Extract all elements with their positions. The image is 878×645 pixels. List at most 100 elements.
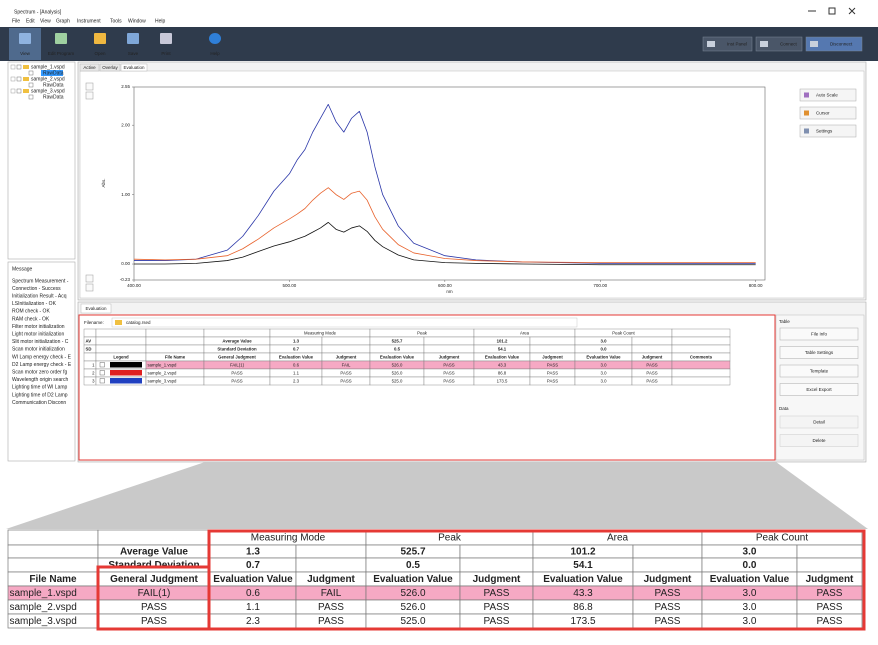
menu-item[interactable]: Help [155, 18, 166, 24]
menu-item[interactable]: Instrument [77, 18, 101, 24]
toolbar-label[interactable]: Open [94, 51, 106, 56]
tree-item[interactable]: sample_3.vspd [31, 88, 65, 94]
graph-button[interactable] [799, 106, 857, 120]
message-title: Message [12, 266, 33, 272]
toolbar-label[interactable]: Save [128, 51, 139, 56]
graph-button-label[interactable]: Auto Scale [816, 93, 838, 98]
graph-button-icon [804, 128, 809, 134]
y-tick-label: 0.00 [121, 261, 130, 266]
tree-checkbox[interactable] [28, 70, 34, 76]
menu-item[interactable]: Tools [110, 18, 122, 24]
menu-item[interactable]: Graph [56, 18, 70, 24]
cell-value: 3.0 [743, 602, 757, 613]
toolbar-icon[interactable] [760, 41, 768, 47]
side-button[interactable] [779, 434, 859, 447]
toolbar-icon[interactable] [810, 41, 818, 47]
message-line: D2 Lamp energy check - E [12, 362, 72, 368]
tree-checkbox[interactable] [28, 82, 34, 88]
side-button[interactable] [779, 346, 859, 359]
tab-label[interactable]: Evaluation [123, 65, 145, 70]
graph-button[interactable] [799, 124, 857, 138]
maximize[interactable] [828, 7, 836, 15]
table-cell [321, 336, 371, 346]
tree-item[interactable]: RawData [43, 82, 64, 88]
side-button-label[interactable]: Delete [812, 438, 826, 443]
toolbar-icon[interactable] [707, 41, 715, 47]
tab[interactable] [79, 63, 100, 72]
zoom-button[interactable] [85, 283, 94, 292]
tree-item[interactable]: sample_1.vspd [31, 64, 65, 70]
graph-button[interactable] [799, 88, 857, 102]
tree-item[interactable]: sample_2.vspd [31, 76, 65, 82]
side-button-label[interactable]: Excel Export [806, 387, 832, 392]
cell-value: FAIL [342, 362, 351, 367]
tab-label[interactable]: Evaluation [85, 306, 107, 311]
side-button[interactable] [779, 415, 859, 429]
row-checkbox[interactable] [99, 362, 105, 368]
row-checkbox[interactable] [99, 378, 105, 384]
table-cell [97, 529, 211, 546]
menu-item[interactable]: Edit [26, 18, 35, 24]
tree-checkbox[interactable] [16, 64, 22, 70]
group-header: Area [520, 330, 530, 335]
zoom-button[interactable] [85, 91, 94, 100]
toolbar-label[interactable]: Connect [780, 42, 798, 47]
column-header: Legend [113, 354, 129, 359]
menu-item[interactable]: View [40, 18, 51, 24]
graph-button-label[interactable]: Settings [816, 129, 833, 134]
table-cell [295, 557, 367, 573]
toolbar-button[interactable] [702, 36, 753, 52]
tree-expander[interactable] [10, 64, 16, 70]
toolbar-label[interactable]: Print [161, 51, 171, 56]
cell-value: 3.0 [743, 616, 757, 627]
tree-item[interactable]: RawData [43, 94, 64, 100]
toolbar-label[interactable]: Disconnect [830, 42, 853, 47]
toolbar-icon[interactable] [127, 33, 139, 44]
tab-label[interactable]: Active [83, 65, 96, 70]
toolbar-button[interactable] [755, 36, 803, 52]
side-button-label[interactable]: File Info [811, 332, 828, 337]
zoom-button[interactable] [85, 82, 94, 91]
toolbar-label[interactable]: Inst Panel [727, 42, 747, 47]
toolbar-icon[interactable] [160, 33, 172, 44]
side-button-label[interactable]: Template [810, 369, 829, 374]
close[interactable] [848, 7, 856, 15]
side-button[interactable] [779, 364, 859, 378]
menu-item[interactable]: Window [128, 18, 146, 24]
table-cell [796, 557, 863, 573]
graph-button-label[interactable]: Cursor [816, 111, 830, 116]
tab[interactable] [120, 63, 148, 72]
tab[interactable] [80, 303, 112, 314]
tree-item[interactable]: RawData [43, 70, 64, 76]
side-button[interactable] [779, 383, 859, 396]
toolbar-button[interactable] [805, 36, 863, 52]
side-button[interactable] [779, 327, 859, 341]
tree-expander[interactable] [10, 88, 16, 94]
cell-value: PASS [443, 362, 454, 367]
graph-button-icon [804, 92, 809, 98]
row-checkbox[interactable] [99, 370, 105, 376]
message-line: Scan motor initialization [12, 347, 65, 353]
cell-value: 526.0 [392, 370, 403, 375]
toolbar-icon[interactable] [94, 33, 106, 44]
tab[interactable] [99, 63, 121, 72]
zoom-button[interactable] [85, 274, 94, 283]
menu-item[interactable]: File [12, 18, 20, 24]
toolbar-icon[interactable] [55, 33, 67, 44]
toolbar-label[interactable]: Edit Program [48, 51, 75, 56]
table-cell [145, 328, 205, 338]
column-header: Judgment [644, 574, 692, 585]
tree-expander[interactable] [10, 76, 16, 82]
toolbar-icon[interactable] [209, 33, 221, 44]
tree-checkbox[interactable] [16, 76, 22, 82]
toolbar-icon[interactable] [19, 33, 31, 44]
tree-checkbox[interactable] [16, 88, 22, 94]
toolbar-label[interactable]: View [20, 51, 30, 56]
side-button-label[interactable]: Table Settings [805, 350, 834, 355]
table-cell [321, 344, 371, 354]
side-button-label[interactable]: Detail [813, 420, 825, 425]
tab-label[interactable]: Overlay [102, 65, 118, 70]
toolbar-label[interactable]: Help [210, 51, 220, 56]
group-header: Measuring Mode [251, 532, 326, 543]
tree-checkbox[interactable] [28, 94, 34, 100]
